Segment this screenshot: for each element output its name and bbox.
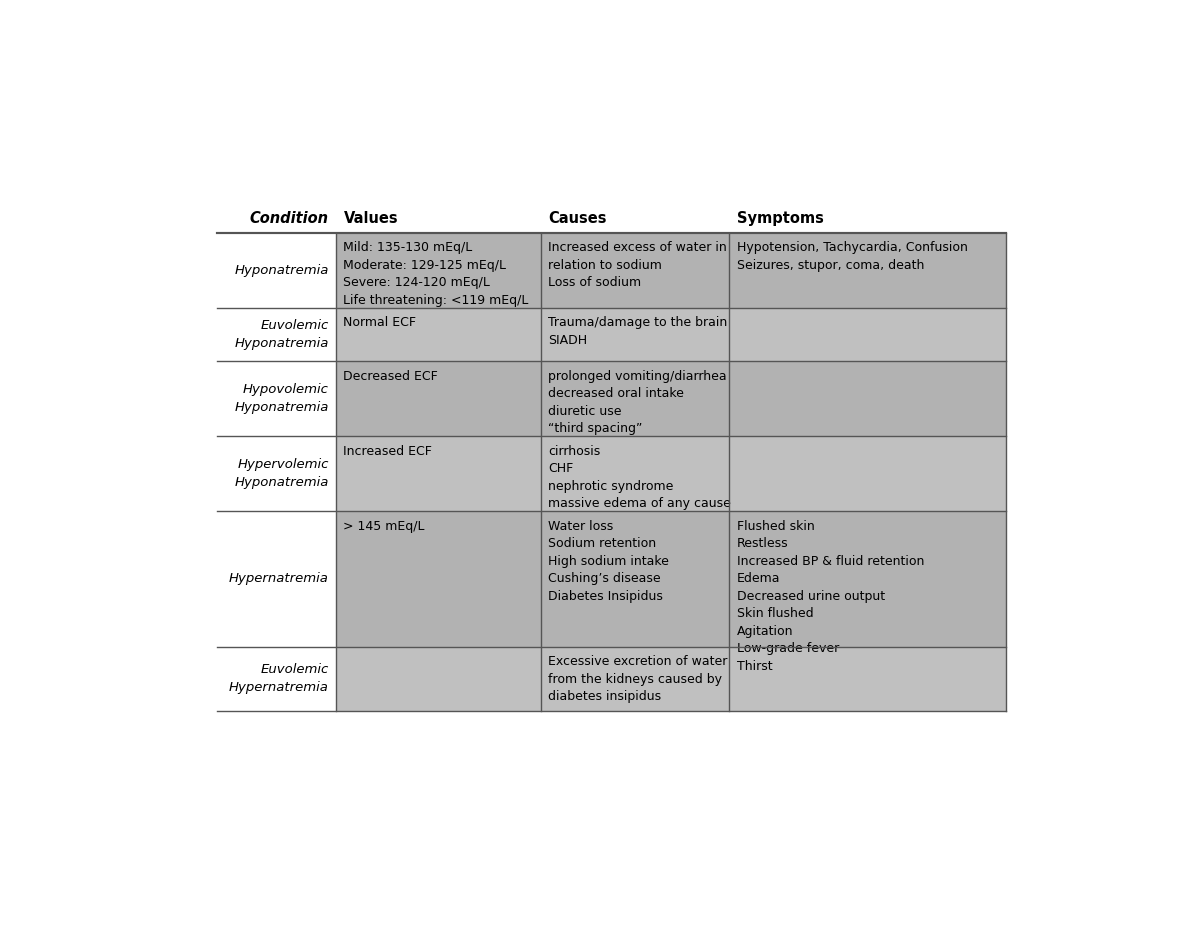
Text: Excessive excretion of water
from the kidneys caused by
diabetes insipidus: Excessive excretion of water from the ki… (548, 655, 727, 704)
Text: prolonged vomiting/diarrhea
decreased oral intake
diuretic use
“third spacing”: prolonged vomiting/diarrhea decreased or… (548, 370, 727, 435)
Text: Trauma/damage to the brain
SIADH: Trauma/damage to the brain SIADH (548, 316, 727, 347)
Text: Normal ECF: Normal ECF (343, 316, 416, 329)
Bar (336, 511, 541, 647)
Text: Euvolemic
Hyponatremia: Euvolemic Hyponatremia (234, 319, 329, 349)
Bar (730, 233, 1006, 308)
Text: Increased ECF: Increased ECF (343, 445, 432, 458)
Bar (336, 233, 541, 308)
Text: Mild: 135-130 mEq/L
Moderate: 129-125 mEq/L
Severe: 124-120 mEq/L
Life threateni: Mild: 135-130 mEq/L Moderate: 129-125 mE… (343, 241, 529, 307)
Bar (540, 308, 730, 362)
Text: Water loss
Sodium retention
High sodium intake
Cushing’s disease
Diabetes Insipi: Water loss Sodium retention High sodium … (548, 519, 668, 603)
Text: Values: Values (343, 210, 398, 226)
Bar (540, 233, 730, 308)
Bar (730, 362, 1006, 436)
Bar (730, 511, 1006, 647)
Text: > 145 mEq/L: > 145 mEq/L (343, 519, 425, 532)
Text: Hyponatremia: Hyponatremia (234, 263, 329, 276)
Text: Euvolemic
Hypernatremia: Euvolemic Hypernatremia (229, 663, 329, 694)
Bar (336, 308, 541, 362)
Text: Hypovolemic
Hyponatremia: Hypovolemic Hyponatremia (234, 383, 329, 414)
Bar (336, 362, 541, 436)
Bar (730, 308, 1006, 362)
Text: Condition: Condition (250, 210, 329, 226)
Bar (540, 436, 730, 511)
Bar (540, 511, 730, 647)
Bar (540, 647, 730, 711)
Text: Decreased ECF: Decreased ECF (343, 370, 438, 383)
Bar (336, 436, 541, 511)
Text: Causes: Causes (548, 210, 606, 226)
Bar (540, 362, 730, 436)
Bar (336, 647, 541, 711)
Text: Hypervolemic
Hyponatremia: Hypervolemic Hyponatremia (234, 458, 329, 489)
Text: cirrhosis
CHF
nephrotic syndrome
massive edema of any cause: cirrhosis CHF nephrotic syndrome massive… (548, 445, 731, 510)
Bar (730, 436, 1006, 511)
Text: Flushed skin
Restless
Increased BP & fluid retention
Edema
Decreased urine outpu: Flushed skin Restless Increased BP & flu… (737, 519, 924, 672)
Text: Increased excess of water in
relation to sodium
Loss of sodium: Increased excess of water in relation to… (548, 241, 727, 289)
Text: Symptoms: Symptoms (737, 210, 823, 226)
Text: Hypernatremia: Hypernatremia (229, 572, 329, 585)
Bar (730, 647, 1006, 711)
Text: Hypotension, Tachycardia, Confusion
Seizures, stupor, coma, death: Hypotension, Tachycardia, Confusion Seiz… (737, 241, 967, 272)
